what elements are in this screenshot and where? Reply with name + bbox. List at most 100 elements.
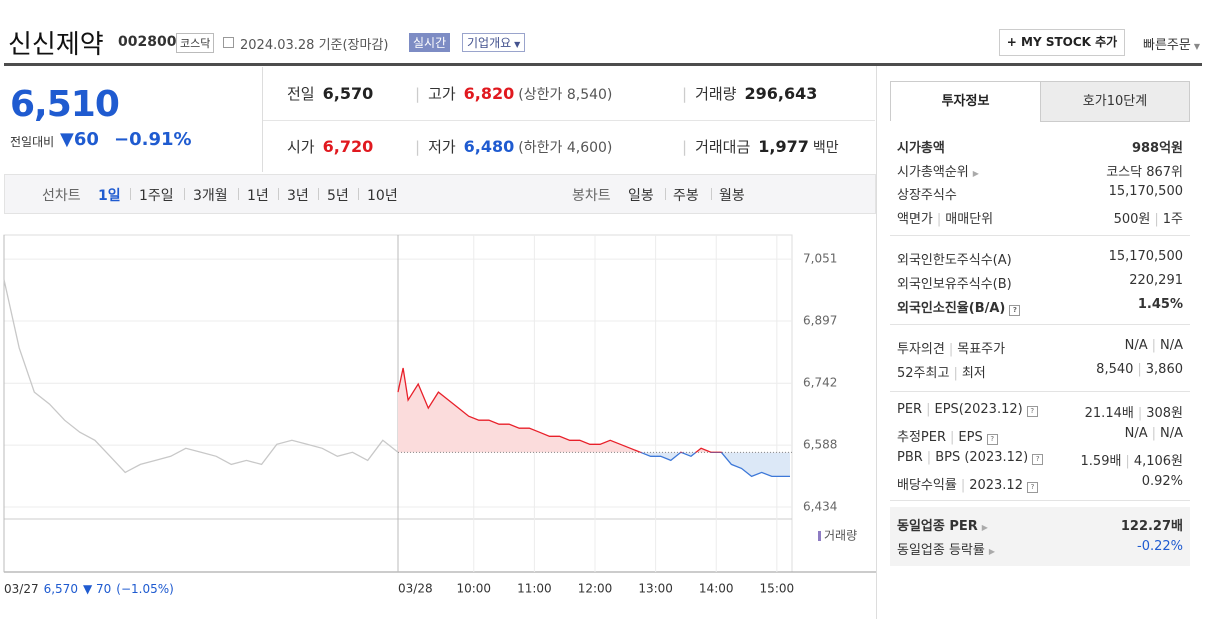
info-row: PER | EPS(2023.12)? 21.14배 | 308원	[897, 402, 1183, 421]
period-tab[interactable]: 10년	[367, 188, 398, 204]
info-values: -0.22%	[1137, 539, 1183, 558]
info-labels: 동일업종 등락률 ▶	[897, 539, 995, 558]
info-label[interactable]: 동일업종 PER	[897, 519, 978, 534]
info-labels: PER | EPS(2023.12)?	[897, 402, 1038, 421]
x-tick-label: 12:00	[578, 582, 613, 596]
info-label[interactable]: 동일업종 등락률	[897, 543, 985, 558]
x-tick-label: 03/28	[398, 582, 433, 596]
info-label: 2023.12	[969, 478, 1023, 493]
footer-date: 03/27	[4, 582, 39, 596]
candle-tab[interactable]: 주봉	[673, 188, 699, 204]
info-label: 액면가	[897, 212, 933, 227]
panel-divider	[876, 66, 877, 619]
info-tab[interactable]: 호가10단계	[1040, 81, 1190, 122]
help-icon[interactable]: ?	[1009, 305, 1021, 316]
quote-item: | 거래량 296,643	[682, 83, 817, 104]
period-tab[interactable]: 5년	[327, 188, 349, 204]
quote-value: 6,480	[463, 137, 515, 156]
separator: |	[953, 366, 958, 381]
footer-info: 03/27 6,570 ▼ 70 (−1.05%)	[4, 582, 174, 596]
change-percent: −0.91%	[114, 129, 192, 150]
separator: |	[1154, 212, 1159, 227]
period-tab[interactable]: 3개월	[193, 188, 228, 204]
period-tab[interactable]: 1주일	[139, 188, 174, 204]
info-labels: 시가총액	[897, 137, 945, 156]
info-value: 4,106원	[1133, 454, 1183, 469]
info-values: N/A | N/A	[1125, 338, 1183, 357]
price-box	[4, 67, 263, 172]
quote-label: 저가	[428, 138, 456, 156]
company-info[interactable]: 기업개요 ▼	[462, 33, 526, 52]
help-icon[interactable]: ?	[1026, 406, 1038, 417]
candle-tab[interactable]: 월봉	[719, 188, 745, 204]
info-values: 988억원	[1132, 137, 1183, 156]
quote-item: | 거래대금 1,977 백만	[682, 136, 839, 157]
quote-label: 거래대금	[695, 138, 751, 156]
quote-sub: (하한가 4,600)	[518, 140, 613, 156]
separator: |	[1125, 454, 1130, 469]
y-tick-label: 6,434	[803, 499, 837, 513]
info-value: 122.27배	[1120, 519, 1183, 534]
period-tab[interactable]: 1일	[98, 188, 121, 204]
quote-label: 전일	[287, 85, 315, 103]
help-icon[interactable]: ?	[1026, 482, 1038, 493]
info-row: 외국인한도주식수(A) 15,170,500	[897, 249, 1183, 268]
separator: |	[950, 430, 955, 445]
quote-item: 시가 6,720	[287, 136, 373, 157]
header-rule	[4, 63, 1202, 66]
candle-chart-label: 봉차트	[572, 188, 611, 204]
info-value: 8,540	[1096, 362, 1134, 377]
quick-order[interactable]: 빠른주문 ▼	[1143, 38, 1200, 53]
info-value: 15,170,500	[1108, 184, 1183, 199]
base-date: 2024.03.28 기준(장마감)	[240, 38, 389, 53]
info-values: 15,170,500	[1109, 184, 1183, 203]
info-tab-active[interactable]: 투자정보	[890, 81, 1041, 121]
help-icon[interactable]: ?	[1032, 454, 1044, 465]
info-values: 1.59배 | 4,106원	[1081, 450, 1183, 469]
change-value: ▼60	[60, 129, 99, 150]
quote-value: 6,720	[322, 137, 374, 156]
link-arrow: ▶	[988, 547, 996, 556]
quote-item: 전일 6,570	[287, 83, 373, 104]
info-label: 투자의견	[897, 342, 945, 357]
info-value: -0.22%	[1137, 539, 1183, 554]
period-tab[interactable]: 1년	[247, 188, 269, 204]
dropdown-arrow: ▼	[1193, 42, 1200, 51]
price-line	[3, 279, 399, 474]
x-tick-label: 11:00	[517, 582, 552, 596]
info-label[interactable]: 시가총액순위	[897, 165, 969, 180]
separator: |	[960, 478, 966, 493]
separator	[318, 188, 319, 200]
info-labels: 추정PER | EPS?	[897, 426, 998, 445]
info-label: 배당수익률	[897, 478, 957, 493]
y-tick-label: 7,051	[803, 252, 837, 266]
separator: |	[415, 138, 421, 156]
candle-tab[interactable]: 일봉	[628, 188, 654, 204]
separator	[130, 188, 131, 200]
help-icon[interactable]: ?	[986, 434, 998, 445]
info-values: 0.92%	[1142, 474, 1183, 493]
info-value: 1.45%	[1137, 297, 1183, 312]
section-rule	[890, 391, 1190, 392]
separator	[278, 188, 279, 200]
quote-label: 시가	[287, 138, 315, 156]
line-chart-label: 선차트	[42, 188, 81, 204]
separator: |	[1137, 406, 1143, 421]
separator: |	[926, 402, 931, 417]
realtime-badge[interactable]: 실시간	[409, 33, 451, 52]
info-value: 코스닥 867위	[1106, 165, 1183, 180]
info-value: N/A	[1124, 426, 1148, 441]
info-value: 500원	[1113, 212, 1151, 227]
my-stock-button[interactable]: + MY STOCK 추가	[999, 29, 1125, 56]
info-labels: 배당수익률 | 2023.12?	[897, 474, 1038, 493]
stock-name: 신신제약	[8, 30, 104, 60]
separator	[184, 188, 185, 200]
period-tab[interactable]: 3년	[287, 188, 309, 204]
info-labels: 외국인보유주식수(B)	[897, 273, 1012, 292]
info-value: 988억원	[1131, 141, 1183, 156]
info-values: 21.14배 | 308원	[1085, 402, 1183, 421]
quote-value: 296,643	[744, 84, 818, 103]
info-value: 1.59배	[1080, 454, 1122, 469]
info-labels: PBR | BPS (2023.12)?	[897, 450, 1044, 469]
x-tick-label: 10:00	[456, 582, 491, 596]
